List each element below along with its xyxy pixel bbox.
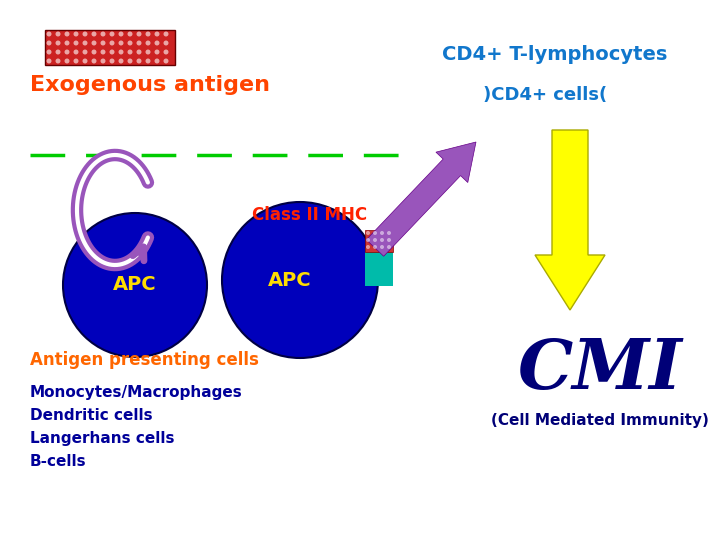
Text: Monocytes/Macrophages: Monocytes/Macrophages bbox=[30, 384, 243, 400]
Circle shape bbox=[83, 31, 88, 37]
Circle shape bbox=[373, 245, 377, 249]
Circle shape bbox=[65, 40, 70, 45]
Text: (Cell Mediated Immunity): (Cell Mediated Immunity) bbox=[491, 413, 709, 428]
Circle shape bbox=[73, 40, 78, 45]
Circle shape bbox=[163, 50, 168, 55]
Circle shape bbox=[55, 40, 60, 45]
Circle shape bbox=[83, 50, 88, 55]
Circle shape bbox=[73, 58, 78, 64]
Circle shape bbox=[155, 40, 160, 45]
Circle shape bbox=[55, 50, 60, 55]
Bar bbox=[45, 30, 175, 65]
Circle shape bbox=[373, 231, 377, 235]
Circle shape bbox=[145, 31, 150, 37]
Circle shape bbox=[65, 50, 70, 55]
Circle shape bbox=[91, 40, 96, 45]
Circle shape bbox=[63, 213, 207, 357]
Circle shape bbox=[387, 231, 391, 235]
Circle shape bbox=[145, 50, 150, 55]
Circle shape bbox=[163, 31, 168, 37]
Circle shape bbox=[109, 31, 114, 37]
Circle shape bbox=[127, 31, 132, 37]
Circle shape bbox=[380, 238, 384, 242]
Polygon shape bbox=[535, 130, 605, 310]
Circle shape bbox=[109, 40, 114, 45]
Text: Class II MHC: Class II MHC bbox=[253, 206, 368, 224]
Circle shape bbox=[155, 58, 160, 64]
Circle shape bbox=[380, 231, 384, 235]
Circle shape bbox=[101, 40, 106, 45]
Circle shape bbox=[387, 238, 391, 242]
Circle shape bbox=[47, 50, 52, 55]
Circle shape bbox=[119, 31, 124, 37]
Circle shape bbox=[109, 58, 114, 64]
Circle shape bbox=[222, 202, 378, 358]
Circle shape bbox=[127, 58, 132, 64]
Text: Langerhans cells: Langerhans cells bbox=[30, 430, 174, 445]
Circle shape bbox=[55, 58, 60, 64]
Circle shape bbox=[91, 31, 96, 37]
Circle shape bbox=[119, 58, 124, 64]
Text: Antigen presenting cells: Antigen presenting cells bbox=[30, 351, 259, 369]
Circle shape bbox=[119, 40, 124, 45]
Bar bbox=[365, 230, 393, 252]
Circle shape bbox=[47, 40, 52, 45]
Text: )CD4+ cells(: )CD4+ cells( bbox=[483, 86, 607, 104]
Circle shape bbox=[137, 58, 142, 64]
Circle shape bbox=[155, 50, 160, 55]
Bar bbox=[365, 248, 393, 286]
Text: CMI: CMI bbox=[518, 336, 683, 404]
Circle shape bbox=[145, 58, 150, 64]
Circle shape bbox=[47, 31, 52, 37]
Text: B-cells: B-cells bbox=[30, 454, 86, 469]
Circle shape bbox=[91, 58, 96, 64]
Circle shape bbox=[73, 50, 78, 55]
Circle shape bbox=[127, 40, 132, 45]
Circle shape bbox=[163, 58, 168, 64]
Circle shape bbox=[47, 58, 52, 64]
Circle shape bbox=[137, 50, 142, 55]
Circle shape bbox=[65, 31, 70, 37]
Circle shape bbox=[101, 31, 106, 37]
Text: Dendritic cells: Dendritic cells bbox=[30, 408, 153, 422]
Circle shape bbox=[119, 50, 124, 55]
Text: CD4+ T-lymphocytes: CD4+ T-lymphocytes bbox=[442, 45, 667, 64]
Circle shape bbox=[73, 31, 78, 37]
Circle shape bbox=[387, 245, 391, 249]
Circle shape bbox=[55, 31, 60, 37]
Circle shape bbox=[366, 238, 370, 242]
Polygon shape bbox=[366, 142, 476, 256]
Text: APC: APC bbox=[268, 271, 312, 289]
Circle shape bbox=[127, 50, 132, 55]
Circle shape bbox=[163, 40, 168, 45]
Circle shape bbox=[373, 238, 377, 242]
Circle shape bbox=[83, 40, 88, 45]
Circle shape bbox=[83, 58, 88, 64]
Text: APC: APC bbox=[113, 275, 157, 294]
Circle shape bbox=[380, 245, 384, 249]
Circle shape bbox=[109, 50, 114, 55]
Circle shape bbox=[101, 50, 106, 55]
Circle shape bbox=[101, 58, 106, 64]
Circle shape bbox=[91, 50, 96, 55]
Circle shape bbox=[145, 40, 150, 45]
Circle shape bbox=[137, 40, 142, 45]
Text: Exogenous antigen: Exogenous antigen bbox=[30, 75, 270, 95]
Circle shape bbox=[65, 58, 70, 64]
Circle shape bbox=[366, 245, 370, 249]
Circle shape bbox=[366, 231, 370, 235]
Circle shape bbox=[155, 31, 160, 37]
Circle shape bbox=[137, 31, 142, 37]
